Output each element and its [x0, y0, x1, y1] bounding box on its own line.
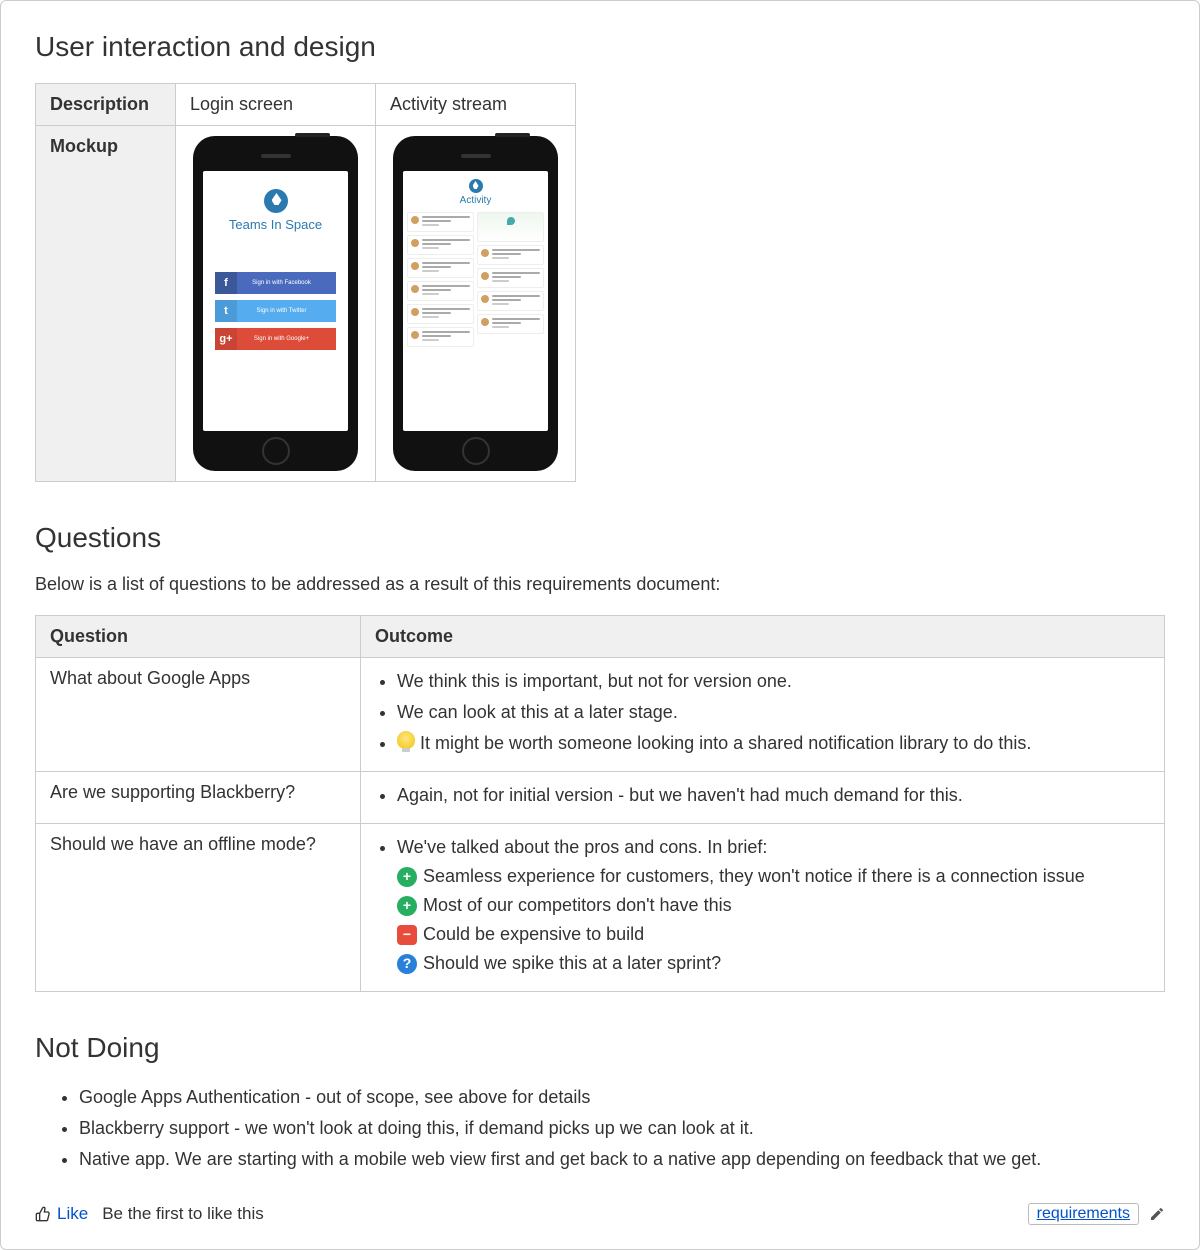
logo-icon — [469, 179, 483, 193]
social-login-tw: tSign in with Twitter — [215, 300, 336, 322]
thumb-up-icon — [35, 1206, 51, 1222]
first-to-like-text: Be the first to like this — [102, 1204, 264, 1224]
activity-feed — [407, 212, 544, 350]
table-row: What about Google Apps We think this is i… — [36, 658, 1165, 772]
table-row: Should we have an offline mode? We've tal… — [36, 824, 1165, 992]
list-item: Native app. We are starting with a mobil… — [79, 1146, 1165, 1173]
feed-item — [477, 268, 544, 288]
activity-title: Activity — [407, 195, 544, 206]
outcome-cell: We've talked about the pros and cons. In… — [361, 824, 1165, 992]
page-footer: Like Be the first to like this requireme… — [35, 1203, 1165, 1225]
outcome-item: We've talked about the pros and cons. In… — [397, 834, 1150, 977]
phone-frame-login: Teams In Space fSign in with Facebook tSi… — [193, 136, 358, 471]
bulb-icon — [397, 731, 415, 749]
feed-item — [407, 212, 474, 232]
section-heading-design: User interaction and design — [35, 31, 1165, 63]
login-screen: Teams In Space fSign in with Facebook tSi… — [203, 171, 348, 431]
outcome-item: We think this is important, but not for … — [397, 668, 1150, 695]
minus-icon: − — [397, 925, 417, 945]
section-heading-not-doing: Not Doing — [35, 1032, 1165, 1064]
list-item: Google Apps Authentication - out of scop… — [79, 1084, 1165, 1111]
tag-requirements[interactable]: requirements — [1028, 1203, 1139, 1225]
login-app-title: Teams In Space — [229, 217, 322, 232]
outcome-item: Again, not for initial version - but we … — [397, 782, 1150, 809]
outcome-item: It might be worth someone looking into a… — [397, 730, 1150, 757]
feed-item — [407, 281, 474, 301]
like-button[interactable]: Like — [35, 1204, 88, 1224]
list-item: Blackberry support - we won't look at do… — [79, 1115, 1165, 1142]
mockup-table: Description Login screen Activity stream… — [35, 83, 576, 482]
outcome-cell: We think this is important, but not for … — [361, 658, 1165, 772]
mockup-cell-login: Teams In Space fSign in with Facebook tSi… — [176, 126, 376, 482]
questions-intro: Below is a list of questions to be addre… — [35, 574, 1165, 595]
question-cell: Are we supporting Blackberry? — [36, 772, 361, 824]
social-login-gp: g+Sign in with Google+ — [215, 328, 336, 350]
feed-item — [407, 327, 474, 347]
outcome-cell: Again, not for initial version - but we … — [361, 772, 1165, 824]
feed-item — [477, 245, 544, 265]
logo-icon — [264, 189, 288, 213]
feed-item — [477, 314, 544, 334]
outcome-subline: −Could be expensive to build — [397, 921, 1150, 948]
q-col-outcome: Outcome — [361, 616, 1165, 658]
row-label-mockup: Mockup — [36, 126, 176, 482]
q-col-question: Question — [36, 616, 361, 658]
feed-item — [477, 291, 544, 311]
questions-table: Question Outcome What about Google AppsW… — [35, 615, 1165, 992]
social-login-fb: fSign in with Facebook — [215, 272, 336, 294]
feed-item — [407, 258, 474, 278]
outcome-subline: +Most of our competitors don't have this — [397, 892, 1150, 919]
table-row: Are we supporting Blackberry? Again, not … — [36, 772, 1165, 824]
question-cell: What about Google Apps — [36, 658, 361, 772]
row-label-description: Description — [36, 84, 176, 126]
document-page: User interaction and design Description … — [0, 0, 1200, 1250]
question-cell: Should we have an offline mode? — [36, 824, 361, 992]
mockup-col-desc-1: Activity stream — [376, 84, 576, 126]
plus-icon: + — [397, 867, 417, 887]
phone-frame-activity: Activity — [393, 136, 558, 471]
section-heading-questions: Questions — [35, 522, 1165, 554]
feed-item — [407, 304, 474, 324]
mockup-col-desc-0: Login screen — [176, 84, 376, 126]
feed-map-card — [477, 212, 544, 242]
outcome-item: We can look at this at a later stage. — [397, 699, 1150, 726]
mockup-cell-activity: Activity — [376, 126, 576, 482]
activity-screen: Activity — [403, 171, 548, 431]
outcome-subline: +Seamless experience for customers, they… — [397, 863, 1150, 890]
feed-item — [407, 235, 474, 255]
q-icon: ? — [397, 954, 417, 974]
plus-icon: + — [397, 896, 417, 916]
like-label: Like — [57, 1204, 88, 1224]
not-doing-list: Google Apps Authentication - out of scop… — [35, 1084, 1165, 1173]
edit-tags-icon[interactable] — [1149, 1206, 1165, 1222]
outcome-subline: ?Should we spike this at a later sprint? — [397, 950, 1150, 977]
